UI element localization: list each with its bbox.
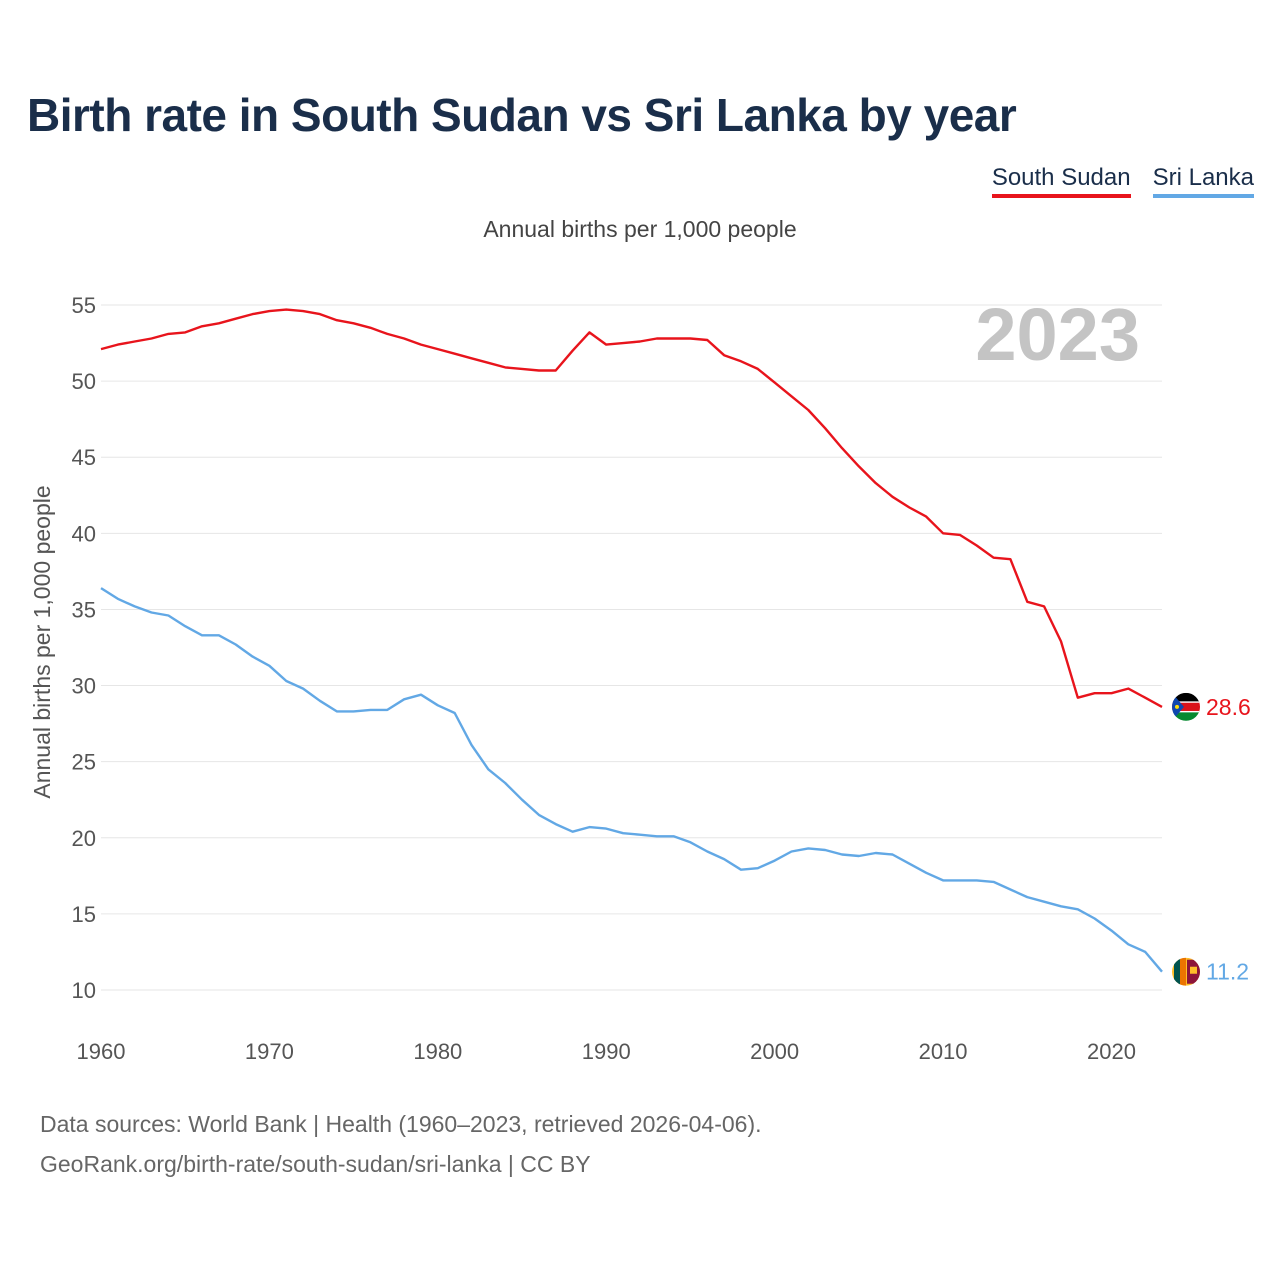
y-tick-label: 30 [72,674,96,699]
flag-icon-sri-lanka [1172,957,1200,986]
footer-link[interactable]: GeoRank.org/birth-rate/south-sudan/sri-l… [40,1151,591,1177]
year-watermark: 2023 [975,293,1140,376]
y-tick-label: 35 [72,597,96,622]
x-tick-label: 1990 [582,1039,631,1064]
y-axis-ticks: 10 15 20 25 30 35 40 45 50 55 [72,293,96,1003]
x-tick-label: 2020 [1087,1039,1136,1064]
x-tick-label: 1980 [413,1039,462,1064]
legend-item-south-sudan[interactable]: South Sudan [991,164,1131,198]
y-tick-label: 15 [72,902,96,927]
y-tick-label: 20 [72,826,96,851]
series-line-south-sudan[interactable] [100,308,1163,708]
footer-sources: Data sources: World Bank | Health (1960–… [40,1111,762,1137]
legend: South Sudan Sri Lanka [991,164,1254,198]
x-tick-label: 1960 [77,1039,126,1064]
y-axis-label: Annual births per 1,000 people [29,485,55,798]
x-axis-ticks: 1960 1970 1980 1990 2000 2010 2020 [77,1039,1136,1064]
x-tick-label: 2010 [919,1039,968,1064]
end-value-label-south-sudan: 28.6 [1206,694,1251,720]
flag-icon-south-sudan [1172,692,1200,721]
end-markers: 28.6 11.2 [1172,692,1251,986]
series-line-sri-lanka[interactable] [100,587,1163,973]
series-lines [100,308,1163,973]
x-tick-label: 1970 [245,1039,294,1064]
legend-item-sri-lanka[interactable]: Sri Lanka [1152,164,1254,198]
y-tick-label: 40 [72,521,96,546]
end-value-label-sri-lanka: 11.2 [1206,959,1249,985]
y-tick-label: 55 [72,293,96,318]
x-tick-label: 2000 [750,1039,799,1064]
gridlines [101,304,1162,991]
footer: Data sources: World Bank | Health (1960–… [40,1104,762,1184]
chart-title: Birth rate in South Sudan vs Sri Lanka b… [27,89,1017,141]
y-tick-label: 10 [72,978,96,1003]
y-tick-label: 25 [72,750,96,775]
y-tick-label: 45 [72,445,96,470]
chart-subtitle: Annual births per 1,000 people [483,216,797,242]
y-tick-label: 50 [72,369,96,394]
